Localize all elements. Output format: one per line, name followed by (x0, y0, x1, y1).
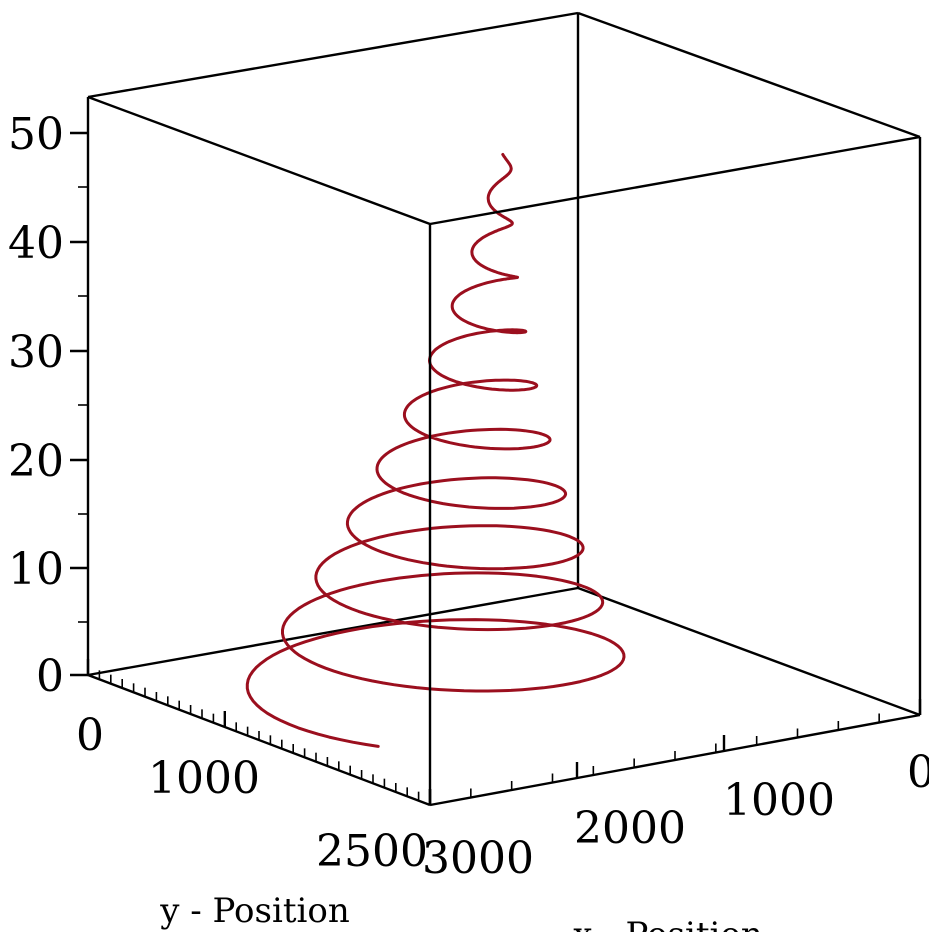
x-axis-ticks (428, 699, 922, 805)
y-tick-label-1000: 1000 (148, 753, 260, 804)
box-back-edges (86, 11, 922, 717)
box-edge-back-top-right (577, 11, 921, 139)
y-axis-ticks (86, 659, 432, 805)
x-tick-label-3000: 3000 (422, 833, 534, 884)
box-edge-back-top-left (87, 11, 579, 99)
helix-line (245, 153, 626, 748)
z-tick-label-40: 40 (8, 218, 64, 269)
y-axis-title: y - Position (159, 891, 350, 931)
z-axis-labels: 0 10 20 30 40 50 (8, 109, 64, 702)
y-axis-labels: 0 1000 2500 (76, 710, 428, 877)
series-helix (245, 153, 626, 748)
z-tick-label-10: 10 (8, 544, 64, 595)
z-axis-ticks (70, 131, 88, 677)
z-tick-label-30: 30 (8, 327, 64, 378)
y-tick-label-2500: 2500 (316, 826, 428, 877)
box-front-edges (87, 95, 921, 807)
box-edge-front-top-left (87, 95, 431, 226)
x-tick-label-1000: 1000 (723, 775, 835, 826)
x-axis-title: x - Position (573, 915, 762, 932)
box-edge-back-bottom-left (87, 586, 579, 677)
x-tick-label-0: 0 (907, 747, 929, 798)
x-axis-labels: 3000 2000 1000 0 (422, 747, 929, 884)
z-tick-label-50: 50 (8, 109, 64, 160)
box-edge-front-top-right (429, 135, 921, 226)
y-tick-label-0: 0 (76, 710, 104, 761)
z-tick-label-0: 0 (36, 651, 64, 702)
box-edge-back-bottom-right (577, 586, 921, 717)
x-tick-label-2000: 2000 (574, 803, 686, 854)
z-tick-label-20: 20 (8, 436, 64, 487)
